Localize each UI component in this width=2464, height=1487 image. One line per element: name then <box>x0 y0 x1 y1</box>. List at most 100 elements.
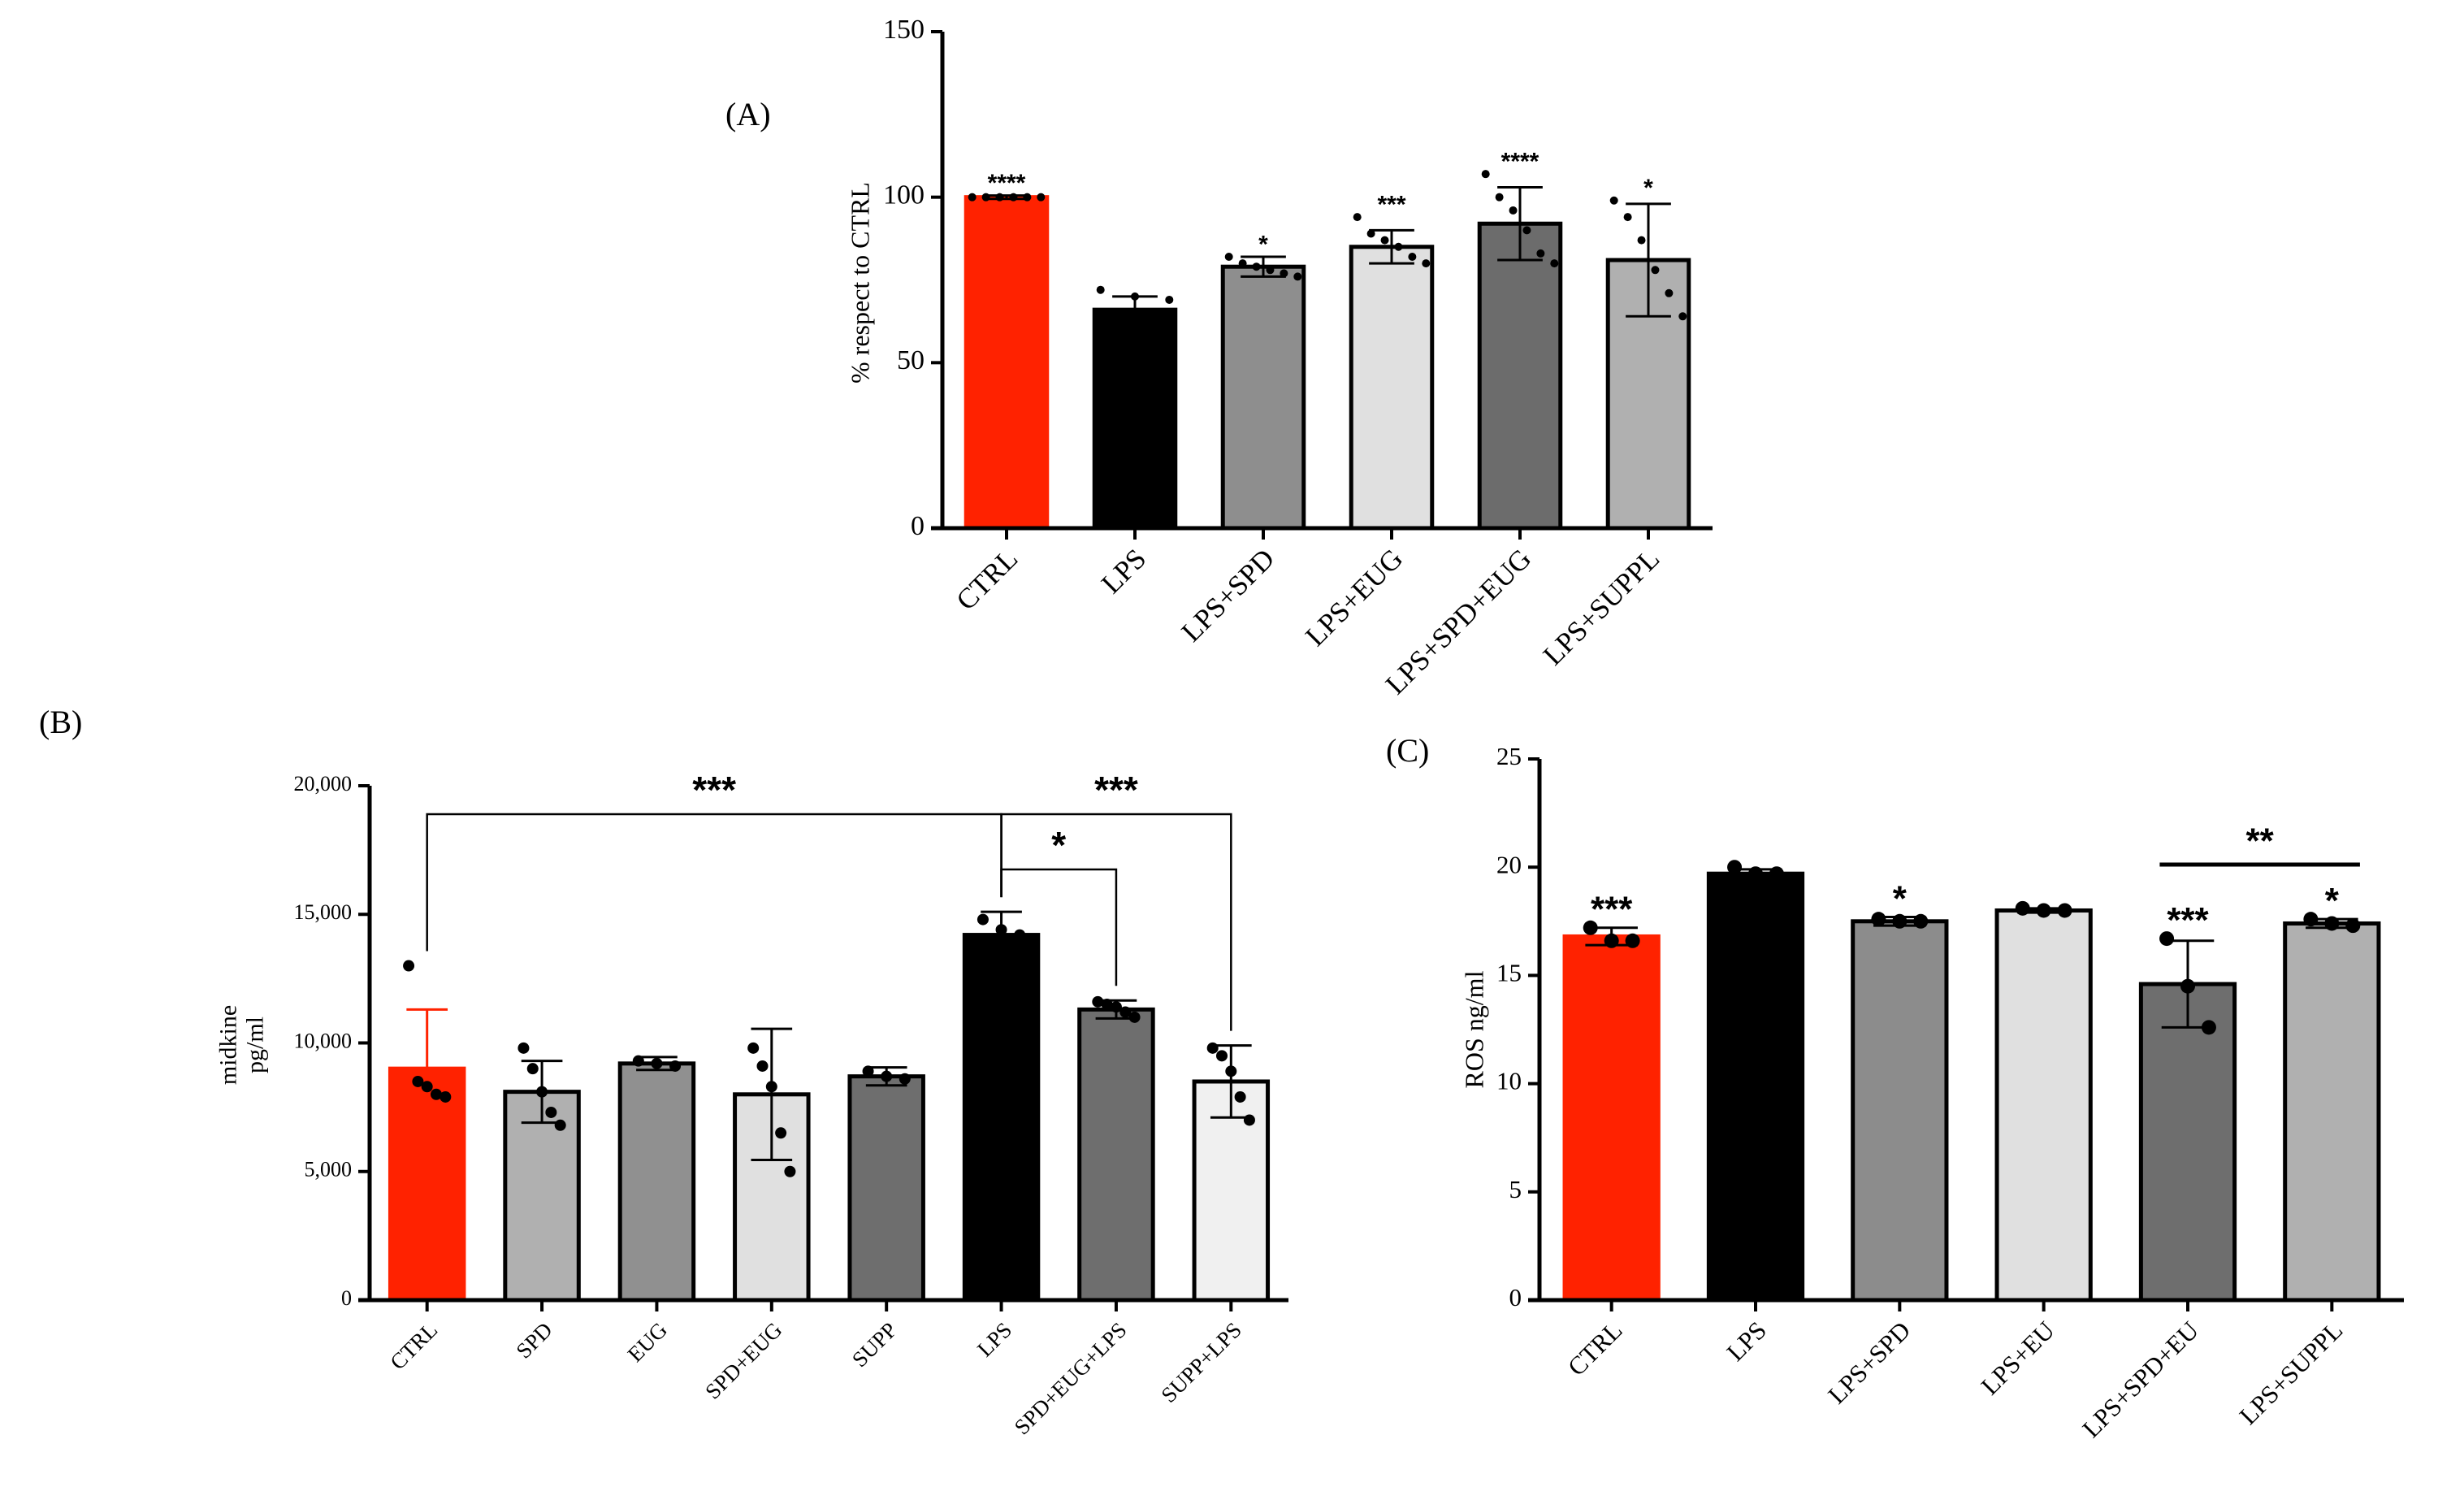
y-tick-label: 100 <box>883 180 925 210</box>
bar <box>1706 871 1805 1303</box>
y-tick-label: 5 <box>1509 1175 1522 1203</box>
bar <box>388 1066 466 1303</box>
comparison-bracket <box>1000 813 1232 1031</box>
x-tick-label: SPD+EUG <box>700 1317 786 1403</box>
data-point <box>1165 295 1174 304</box>
data-point <box>536 1086 548 1098</box>
x-tick-label: LPS+EU <box>1976 1316 2060 1400</box>
significance-label: *** <box>1377 192 1405 219</box>
data-point <box>1225 1065 1237 1077</box>
y-tick-label: 50 <box>897 345 925 375</box>
bar <box>847 1074 925 1303</box>
data-point <box>1243 1114 1255 1126</box>
bar <box>1851 919 1949 1303</box>
error-bar <box>1369 228 1414 265</box>
y-tick-label: 10,000 <box>294 1029 353 1052</box>
x-tick-label: CTRL <box>385 1317 442 1374</box>
x-tick-label: LPS+SPD+EU <box>2076 1316 2204 1443</box>
x-tick-label: LPS <box>1721 1316 1772 1367</box>
significance-label: * <box>1893 878 1908 918</box>
data-point <box>1206 1042 1219 1054</box>
data-point <box>1394 242 1403 251</box>
data-point <box>1128 1011 1141 1023</box>
y-axis-label-line: midkine <box>214 1005 241 1085</box>
bar <box>1349 245 1435 531</box>
data-point <box>2201 1020 2216 1035</box>
comparison-label: *** <box>692 769 736 811</box>
data-point <box>1023 193 1032 202</box>
data-point <box>1238 259 1247 268</box>
data-point <box>517 1042 530 1054</box>
data-point <box>1216 1050 1228 1062</box>
x-tick-label: LPS+SPD <box>1822 1316 1916 1409</box>
error-bar <box>1241 255 1286 278</box>
x-tick-label: SPD+EUG+LPS <box>1010 1317 1132 1439</box>
data-point <box>881 1070 893 1082</box>
data-point <box>430 1088 442 1100</box>
y-tick-label: 20,000 <box>294 772 353 796</box>
data-point <box>1353 213 1362 222</box>
x-tick-label: LPS <box>972 1317 1016 1361</box>
data-point <box>862 1065 874 1077</box>
data-point <box>2180 978 2195 994</box>
data-point <box>1678 312 1687 321</box>
x-tick-label: SUPP <box>847 1317 902 1372</box>
data-point <box>1009 193 1018 202</box>
data-point <box>1583 920 1598 935</box>
data-point <box>1096 285 1105 294</box>
data-point <box>1623 213 1632 222</box>
y-tick-label: 15,000 <box>294 900 353 924</box>
data-point <box>1665 288 1674 297</box>
y-tick-label: 20 <box>1496 850 1522 878</box>
y-tick-label: 150 <box>883 15 925 45</box>
data-point <box>899 1073 911 1085</box>
data-point <box>784 1165 796 1177</box>
data-point <box>2057 903 2072 918</box>
x-tick-label: LPS+SUPPL <box>2234 1316 2349 1430</box>
data-point <box>1892 913 1908 929</box>
y-tick-label: 0 <box>911 511 925 541</box>
y-axis-label-line: pg/ml <box>241 1017 268 1073</box>
data-point <box>1234 1090 1246 1103</box>
bar <box>617 1061 696 1303</box>
data-point <box>1037 193 1046 202</box>
y-axis-label: ROS ng/ml <box>1459 970 1488 1088</box>
data-point <box>1769 866 1784 882</box>
data-point <box>554 1119 566 1131</box>
comparison-label: * <box>1051 824 1066 866</box>
bar <box>2138 982 2237 1303</box>
data-point <box>775 1127 787 1139</box>
significance-label: * <box>1258 231 1268 258</box>
data-point <box>440 1090 452 1103</box>
data-point <box>1092 995 1104 1008</box>
data-point <box>1101 999 1113 1011</box>
data-point <box>2303 912 2319 927</box>
data-point <box>1609 196 1618 205</box>
bar <box>2283 921 2381 1303</box>
data-point <box>669 1060 682 1072</box>
y-tick-label: 10 <box>1496 1067 1522 1095</box>
bar <box>964 195 1050 531</box>
panel-label: (A) <box>725 96 771 132</box>
data-point <box>1119 1006 1132 1018</box>
x-tick-label: LPS+SPD <box>1176 543 1281 648</box>
data-point <box>977 913 989 926</box>
data-point <box>2345 918 2361 934</box>
bar <box>1562 934 1661 1303</box>
bar <box>1077 1007 1155 1303</box>
data-point <box>2036 903 2051 918</box>
panel-label: (C) <box>1386 732 1429 769</box>
data-point <box>1224 252 1233 261</box>
data-point <box>968 193 977 202</box>
data-point <box>1293 272 1302 281</box>
significance-label: **** <box>1501 149 1539 176</box>
y-tick-label: 0 <box>341 1286 352 1310</box>
data-point <box>1110 1001 1122 1013</box>
data-point <box>1366 229 1375 238</box>
data-point <box>1014 929 1026 941</box>
x-tick-label: SUPP+LPS <box>1156 1317 1246 1407</box>
x-tick-label: LPS <box>1095 543 1152 600</box>
x-tick-label: LPS+SUPPL <box>1537 543 1665 671</box>
x-tick-label: EUG <box>623 1317 672 1366</box>
